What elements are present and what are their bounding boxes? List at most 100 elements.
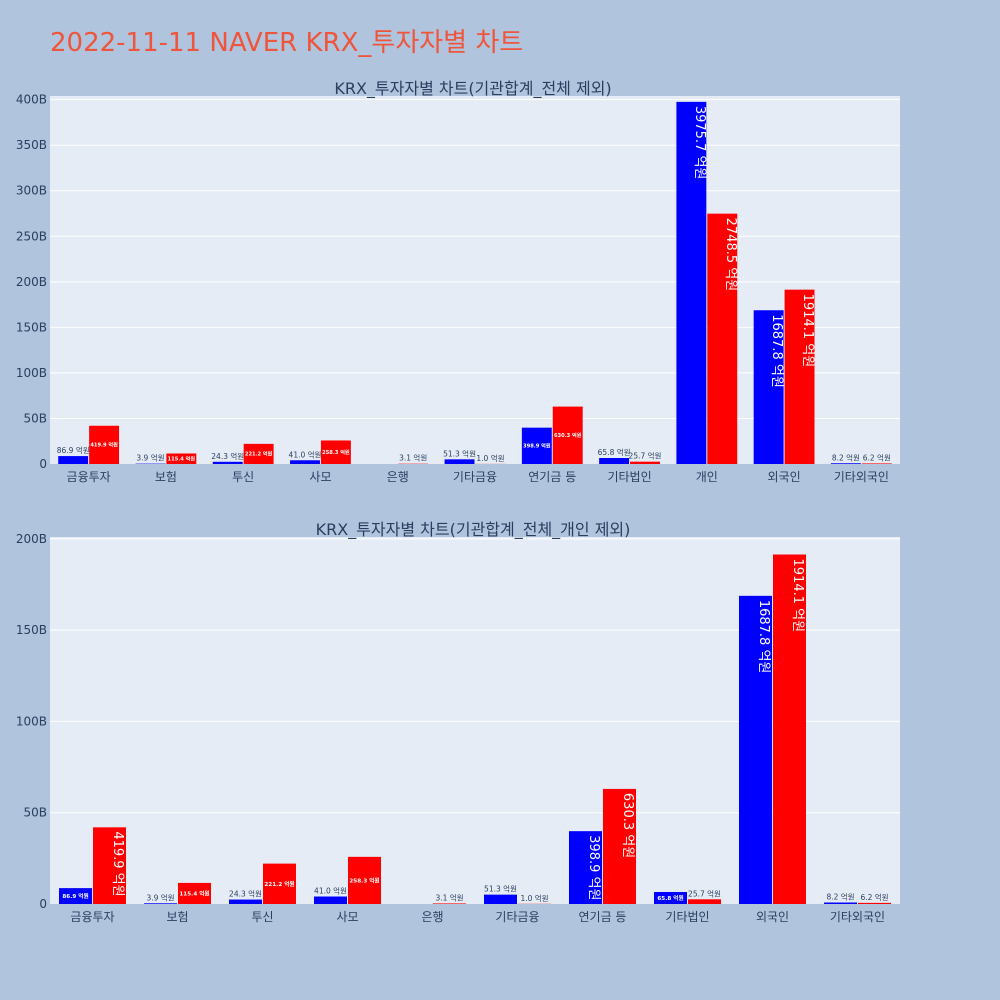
x-tick-label: 연기금 등 [528, 470, 576, 484]
data-label: 3.9 억원 [146, 893, 174, 902]
bar [753, 310, 784, 464]
y-tick-label: 150B [16, 320, 47, 334]
chart-title: KRX_투자자별 차트(기관합계_전체_개인 제외) [316, 520, 631, 540]
bar [603, 788, 636, 904]
bar [89, 425, 120, 464]
bar [243, 443, 274, 464]
bar [212, 461, 243, 464]
data-label: 8.2 억원 [826, 893, 854, 902]
data-label: 86.9 억원 [57, 446, 90, 455]
data-label: 419.9 억원 [110, 831, 125, 896]
x-tick-label: 기타외국인 [834, 470, 889, 484]
data-label: 630.3 억원 [554, 431, 582, 439]
y-tick-label: 50B [23, 411, 47, 425]
x-tick-label: 사모 [309, 470, 331, 484]
data-label: 6.2 억원 [860, 893, 888, 902]
x-tick-label: 개인 [696, 470, 718, 484]
bar [444, 459, 475, 464]
y-tick-label: 0 [39, 897, 47, 911]
chart-top: 0 50B 100B 150B 200B 250B 300B 350B 400B KRX_투자자별… [16, 79, 900, 484]
x-tick-label: 연기금 등 [579, 910, 627, 924]
data-label: 51.3 억원 [443, 449, 476, 458]
y-tick-label: 200B [16, 275, 47, 289]
data-label: 221.2 억원 [264, 880, 294, 888]
bar [58, 456, 89, 464]
data-label: 65.8 억원 [598, 448, 631, 457]
data-label: 41.0 억원 [289, 450, 322, 459]
bar [144, 903, 177, 904]
x-tick-label: 기타금융 [495, 910, 539, 924]
data-label: 8.2 억원 [832, 453, 860, 462]
y-tick-label: 250B [16, 229, 47, 243]
bar [569, 831, 602, 904]
x-tick-label: 투신 [232, 470, 254, 484]
bar [320, 440, 351, 464]
data-label: 630.3 억원 [620, 793, 635, 858]
data-label: 41.0 억원 [314, 887, 347, 896]
bar [166, 453, 197, 464]
bar [59, 888, 92, 904]
data-label: 398.9 억원 [586, 835, 601, 900]
x-tick-label: 외국인 [756, 910, 789, 924]
chart-title: KRX_투자자별 차트(기관합계_전체 제외) [334, 79, 611, 99]
y-tick-label: 100B [16, 366, 47, 380]
bar [676, 101, 707, 465]
data-label: 3.1 억원 [399, 454, 427, 463]
data-label: 86.9 억원 [62, 892, 88, 900]
x-tick-label: 외국인 [768, 470, 801, 484]
bar [784, 289, 815, 464]
y-tick-label: 200B [16, 532, 47, 546]
bar [630, 461, 660, 464]
bar [824, 902, 857, 904]
data-label: 25.7 억원 [629, 452, 662, 461]
x-tick-label: 기타외국인 [830, 910, 885, 924]
data-label: 25.7 억원 [688, 889, 721, 898]
x-tick-label: 사모 [336, 910, 358, 924]
bar [688, 899, 721, 904]
x-tick-label: 보험 [166, 910, 188, 924]
bar [861, 463, 892, 464]
bar [229, 899, 262, 904]
data-label: 3.1 억원 [435, 893, 463, 902]
bar [773, 554, 806, 904]
x-tick-label: 투신 [251, 910, 273, 924]
bar [830, 463, 861, 464]
bar [599, 458, 630, 464]
chart-bottom: 0 50B 100B 150B 200B KRX_투자자별 차트(기관합계_전체_개인 제… [16, 520, 900, 924]
bar [858, 902, 891, 904]
x-tick-label: 기타법인 [607, 470, 651, 484]
y-tick-label: 100B [16, 714, 47, 728]
data-label: 1.0 억원 [476, 454, 504, 463]
y-tick-label: 0 [39, 457, 47, 471]
bar [433, 903, 466, 904]
plot-background [50, 537, 900, 904]
x-tick-label: 금융투자 [70, 910, 114, 924]
bar [263, 863, 296, 904]
data-label: 419.9 억원 [90, 441, 118, 449]
data-label: 1.0 억원 [520, 894, 548, 903]
bar [739, 595, 772, 904]
data-label: 115.4 억원 [179, 889, 209, 897]
data-label: 258.3 억원 [322, 448, 350, 456]
bar [707, 213, 738, 464]
bar [552, 406, 583, 464]
x-tick-label: 보험 [155, 470, 177, 484]
bar [178, 882, 211, 904]
data-label: 51.3 억원 [484, 885, 517, 894]
data-label: 1914.1 억원 [790, 559, 805, 633]
bar [521, 427, 552, 464]
bar [290, 460, 320, 464]
y-tick-label: 50B [23, 806, 47, 820]
data-label: 65.8 억원 [657, 894, 683, 902]
data-label: 221.2 억원 [245, 450, 273, 458]
bar [93, 827, 126, 904]
data-label: 115.4 억원 [168, 455, 196, 463]
bar [654, 891, 687, 904]
data-label: 1687.8 억원 [769, 314, 784, 388]
y-tick-label: 350B [16, 138, 47, 152]
main-title: 2022-11-11 NAVER KRX_투자자별 차트 [50, 28, 524, 58]
bar [314, 896, 347, 904]
data-label: 24.3 억원 [229, 890, 262, 899]
data-label: 24.3 억원 [211, 452, 244, 461]
